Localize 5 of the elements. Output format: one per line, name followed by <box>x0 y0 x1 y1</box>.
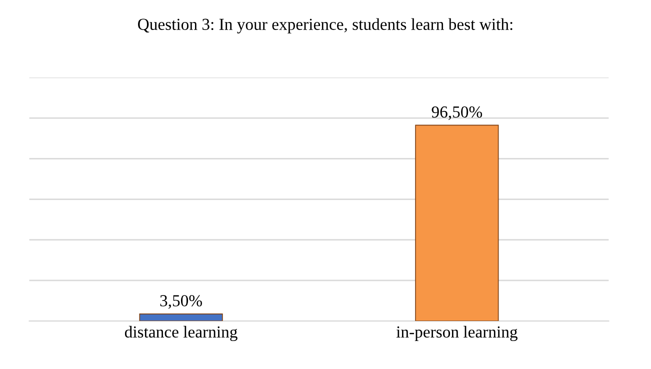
x-tick-label: in-person learning <box>396 326 518 342</box>
data-label: 96,50% <box>432 106 482 120</box>
data-label: 3,50% <box>160 295 202 309</box>
x-tick-label: distance learning <box>124 326 238 342</box>
chart-title: Question 3: In your experience, students learn best with: <box>138 18 512 34</box>
